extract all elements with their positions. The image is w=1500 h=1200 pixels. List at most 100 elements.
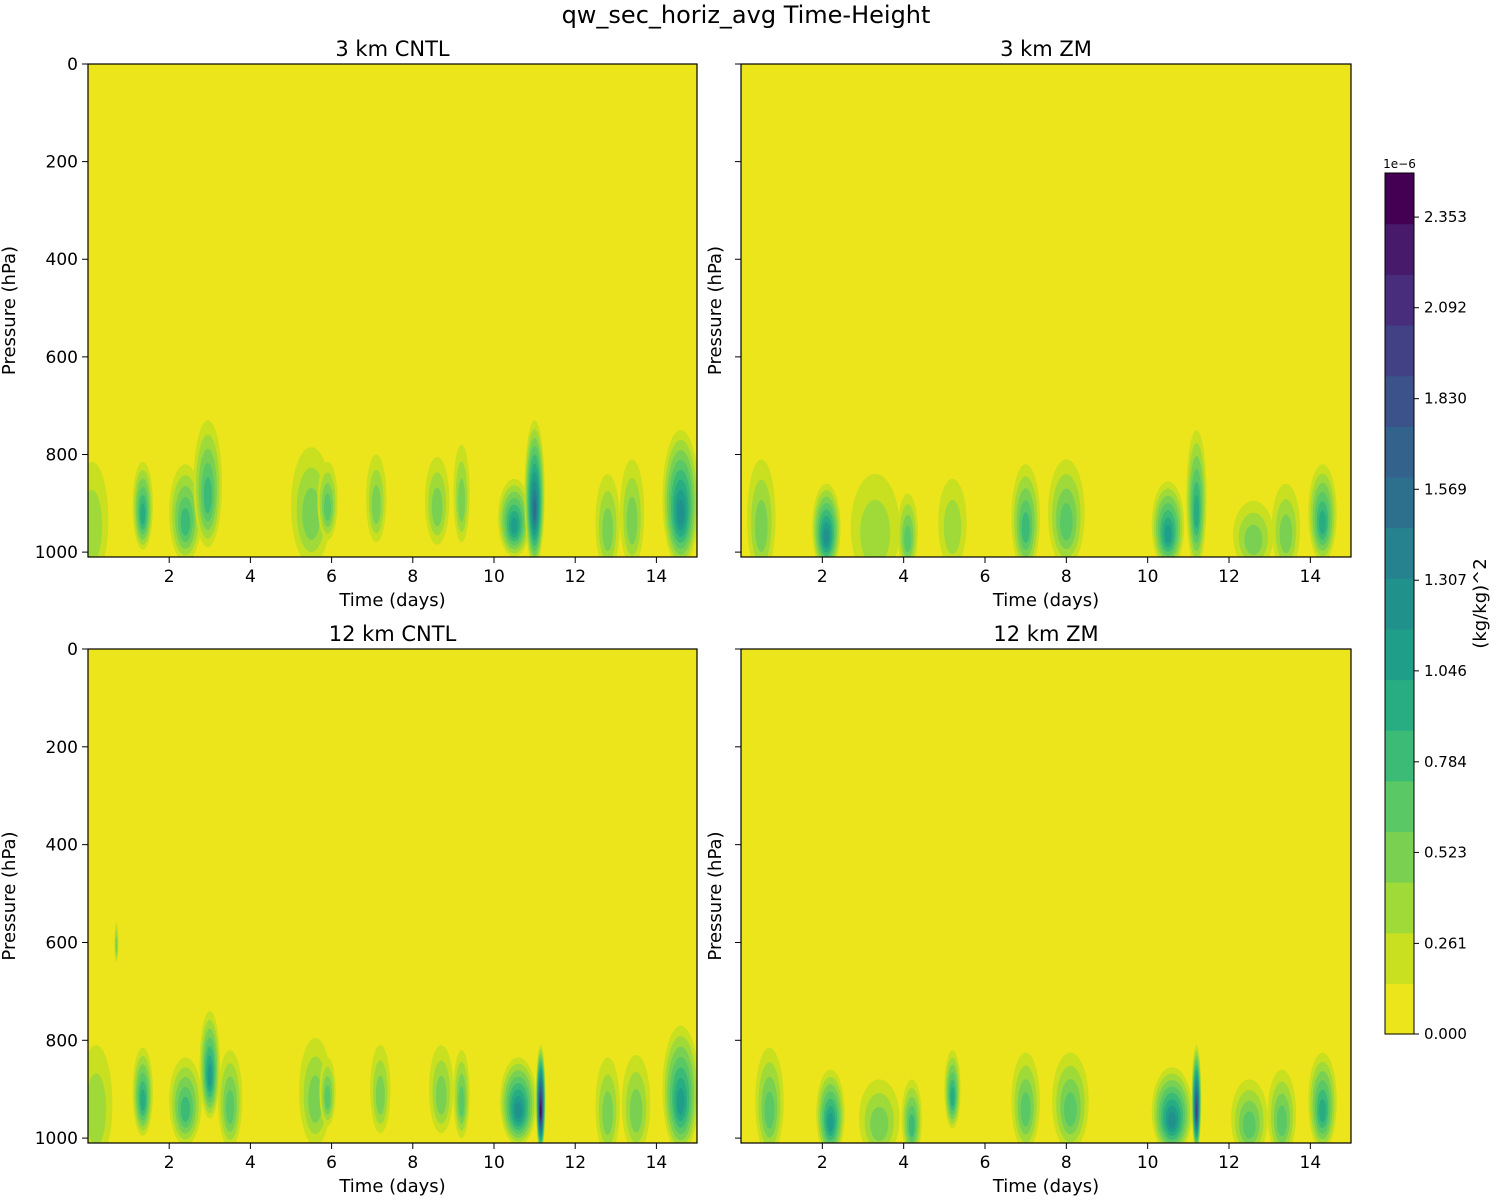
colorbar-level xyxy=(1385,173,1414,225)
panel-3km-cntl: 3 km CNTL 2 4 6 8 10 12 14 Time (days) 0 200 400 600… xyxy=(0,37,698,611)
contour-level xyxy=(88,1073,107,1143)
colorbar-tick-label: 0.523 xyxy=(1424,843,1467,861)
plot-background xyxy=(741,64,1351,557)
contour-level xyxy=(1319,510,1326,535)
contour-level xyxy=(510,517,518,534)
contour-level xyxy=(1319,1098,1326,1123)
contour-level xyxy=(1244,524,1263,555)
x-tick-label: 2 xyxy=(164,1153,175,1173)
contour-level xyxy=(629,1088,643,1133)
contour-level xyxy=(1195,1104,1198,1118)
contour-field xyxy=(747,430,1337,557)
contour-level xyxy=(626,496,638,545)
contour-level xyxy=(533,498,537,521)
contour-level xyxy=(1276,1105,1287,1137)
contour-level xyxy=(1064,1092,1077,1127)
x-tick-label: 6 xyxy=(980,1153,991,1173)
x-tick-label: 4 xyxy=(898,1153,909,1173)
contour-level xyxy=(1168,1111,1176,1129)
contour-level xyxy=(140,503,146,525)
panel-12km-zm: 12 km ZM 2 4 6 8 10 12 14 Time (days) Pressure (h… xyxy=(705,622,1352,1197)
x-tick-label: 12 xyxy=(564,567,586,587)
y-tick-label: 600 xyxy=(46,348,78,368)
colorbar-tick-label: 0.000 xyxy=(1424,1025,1467,1043)
x-tick-label: 6 xyxy=(326,1153,337,1173)
colorbar-tick-label: 1.046 xyxy=(1424,662,1467,680)
contour-level xyxy=(435,1075,447,1115)
colorbar-tick-label: 0.261 xyxy=(1424,934,1467,952)
colorbar-tick-label: 1.569 xyxy=(1424,480,1467,498)
colorbar-level xyxy=(1385,831,1414,883)
contour-level xyxy=(375,1075,385,1115)
colorbar-tick-label: 2.092 xyxy=(1424,299,1467,317)
contour-level xyxy=(676,1088,685,1116)
contour-level xyxy=(88,489,103,557)
x-tick-label: 14 xyxy=(646,567,668,587)
x-tick-label: 6 xyxy=(980,567,991,587)
contour-field xyxy=(88,420,697,557)
x-axis-label: Time (days) xyxy=(992,1176,1099,1197)
panel-title: 3 km CNTL xyxy=(335,37,450,61)
colorbar-level xyxy=(1385,578,1414,630)
panel-12km-cntl: 12 km CNTL 2 4 6 8 10 12 14 Time (days) 0 200 400 60… xyxy=(0,622,698,1197)
colorbar-level xyxy=(1385,730,1414,782)
colorbar-label: (kg/kg)^2 xyxy=(1470,558,1491,648)
contour-level xyxy=(1021,512,1030,543)
x-tick-label: 2 xyxy=(817,1153,828,1173)
contour-level xyxy=(302,487,321,540)
y-tick-label: 800 xyxy=(46,1031,78,1051)
colorbar-tick-label: 1.830 xyxy=(1424,390,1467,408)
x-tick-label: 2 xyxy=(164,567,175,587)
contour-level xyxy=(755,500,768,553)
contour-level xyxy=(602,507,614,552)
panel-title: 12 km ZM xyxy=(993,622,1098,646)
plot-background xyxy=(741,649,1351,1143)
panel-title: 3 km ZM xyxy=(1000,37,1092,61)
y-axis-label: Pressure (hPa) xyxy=(0,246,20,375)
colorbar-level xyxy=(1385,223,1414,275)
colorbar-level xyxy=(1385,426,1414,478)
x-tick-label: 4 xyxy=(245,1153,256,1173)
contour-level xyxy=(950,1087,955,1107)
x-tick-label: 12 xyxy=(1218,567,1240,587)
contour-level xyxy=(180,1096,191,1122)
y-axis-label: Pressure (hPa) xyxy=(0,831,20,960)
x-tick-label: 4 xyxy=(245,567,256,587)
contour-level xyxy=(371,485,381,525)
axes-frame xyxy=(87,63,698,558)
y-tick-label: 200 xyxy=(46,738,78,758)
colorbar-level xyxy=(1385,932,1414,984)
y-tick-label: 1000 xyxy=(35,1129,78,1149)
contour-level xyxy=(823,528,830,545)
axes-frame xyxy=(740,648,1352,1144)
panel-title: 12 km CNTL xyxy=(329,622,457,646)
contour-level xyxy=(1279,514,1293,554)
colorbar-level xyxy=(1385,274,1414,326)
contour-level xyxy=(1020,1092,1031,1127)
colorbar-level xyxy=(1385,679,1414,731)
x-tick-label: 8 xyxy=(1061,1153,1072,1173)
contour-field xyxy=(88,922,697,1143)
colorbar-level xyxy=(1385,983,1414,1035)
contour-level xyxy=(908,1114,915,1137)
contour-level xyxy=(203,476,212,514)
axes-frame xyxy=(87,648,698,1144)
x-tick-label: 12 xyxy=(564,1153,586,1173)
colorbar-tick-label: 2.353 xyxy=(1424,208,1467,226)
contour-level xyxy=(140,1089,146,1111)
y-tick-label: 1000 xyxy=(35,543,78,563)
contour-level xyxy=(207,1064,212,1087)
contour-level xyxy=(457,478,466,523)
x-axis-label: Time (days) xyxy=(338,590,445,611)
x-axis-label: Time (days) xyxy=(338,1176,445,1197)
contour-level xyxy=(458,1085,465,1117)
colorbar: 0.000 0.261 0.523 0.784 1.046 1.307 1.569 1.830… xyxy=(1383,157,1491,1043)
contour-level xyxy=(1059,503,1073,541)
contour-level xyxy=(677,499,685,526)
contour-level xyxy=(860,499,891,557)
contour-level xyxy=(1242,1111,1256,1139)
figure-title: qw_sec_horiz_avg Time-Height xyxy=(562,1,931,29)
colorbar-level xyxy=(1385,324,1414,377)
colorbar-level xyxy=(1385,882,1414,934)
